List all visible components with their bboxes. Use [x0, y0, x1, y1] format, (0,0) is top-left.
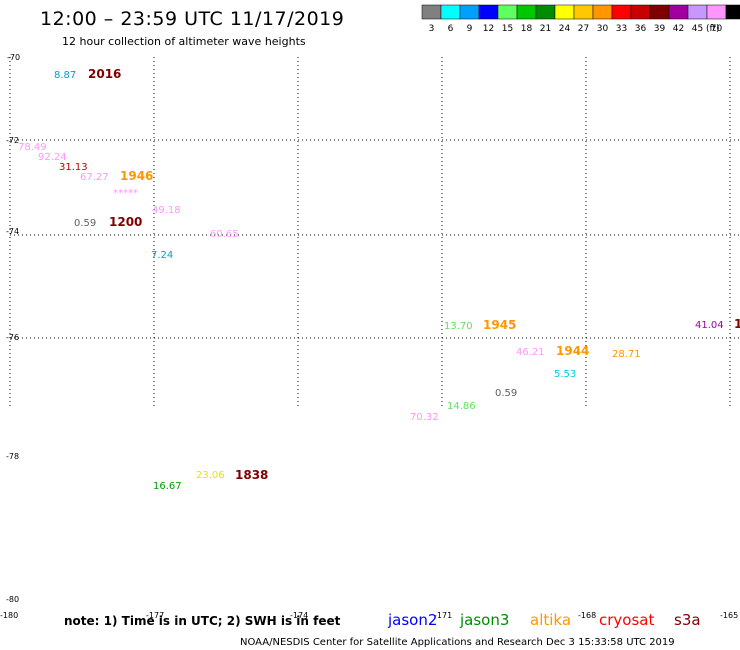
legend-swatch	[497, 4, 518, 20]
legend-swatch	[611, 4, 632, 20]
legend-label: 30	[597, 24, 609, 34]
legend-label: 12	[483, 24, 494, 34]
legend-swatch	[592, 4, 613, 20]
legend-swatch	[478, 4, 499, 20]
legend-label: 39	[654, 24, 666, 34]
legend-swatch	[687, 4, 708, 20]
obs-label: 1200	[109, 215, 142, 229]
legend-swatch	[725, 4, 740, 20]
legend-swatch	[668, 4, 689, 20]
legend-label: 3	[429, 24, 435, 34]
legend-label: 36	[635, 24, 647, 34]
lat-label: -72	[6, 136, 19, 145]
obs-label: 2016	[88, 67, 121, 81]
sat-jason3: jason3	[459, 611, 509, 629]
lon-label: -174	[290, 611, 308, 620]
graticule	[9, 57, 740, 406]
color-scale-legend: 3 6 9 12 15 18 21 24 27 30 33 36 39 42 45 70	[421, 4, 740, 34]
legend-swatch	[516, 4, 537, 20]
legend-label: 33	[616, 24, 627, 34]
legend-label: 6	[448, 24, 454, 34]
sat-s3a: s3a	[674, 611, 701, 629]
legend-label: 27	[578, 24, 589, 34]
legend-swatch	[535, 4, 556, 20]
legend-label: 42	[673, 24, 684, 34]
sat-altika: altika	[530, 611, 571, 629]
obs-label: 92.24	[38, 152, 67, 163]
obs-label: 13.70	[444, 321, 473, 332]
legend-swatch	[554, 4, 575, 20]
legend-label: 24	[559, 24, 571, 34]
legend-swatch	[573, 4, 594, 20]
obs-label: 49.18	[152, 205, 181, 216]
obs-label: 67.27	[80, 172, 109, 183]
sat-jason2: jason2	[387, 611, 437, 629]
map-subtitle: 12 hour collection of altimeter wave hei…	[62, 35, 306, 48]
obs-label: 14.86	[447, 401, 476, 412]
lon-label: -177	[146, 611, 164, 620]
obs-label: 60.65	[210, 229, 239, 240]
obs-label: 1838	[235, 468, 268, 482]
legend-swatch	[440, 4, 461, 20]
map-title: 12:00 – 23:59 UTC 11/17/2019	[40, 8, 344, 30]
legend-swatch	[421, 4, 442, 20]
obs-label: 1944	[556, 344, 589, 358]
obs-label: 1946	[120, 169, 153, 183]
lon-label: -165	[720, 611, 738, 620]
legend-swatch	[459, 4, 480, 20]
obs-label: 0.59	[74, 218, 96, 229]
obs-label: 70.32	[410, 412, 439, 423]
obs-label: 8.87	[54, 70, 76, 81]
legend-swatch	[706, 4, 727, 20]
sat-cryosat: cryosat	[599, 611, 654, 629]
legend-label: 70	[711, 24, 723, 34]
obs-label: 7.24	[151, 250, 173, 261]
obs-label: 78.49	[18, 142, 47, 153]
legend-swatch	[630, 4, 651, 20]
lat-label: -74	[6, 227, 19, 236]
legend-unit: (ft)	[706, 24, 720, 34]
footer-note: note: 1) Time is in UTC; 2) SWH is in fe…	[64, 614, 341, 628]
observations: 8.87 2016 78.49 92.24 31.13 67.27 1946 *…	[18, 67, 740, 492]
obs-label: 41.04	[695, 320, 724, 331]
lat-label: -78	[6, 452, 19, 461]
lat-label: -70	[7, 53, 20, 62]
legend-swatch	[649, 4, 670, 20]
obs-label: 1	[734, 317, 740, 331]
lat-label: -76	[6, 333, 19, 342]
obs-label: 5.53	[554, 369, 576, 380]
obs-label: 23.06	[196, 470, 225, 481]
footer-credit: NOAA/NESDIS Center for Satellite Applica…	[240, 637, 675, 648]
obs-label: 16.67	[153, 481, 182, 492]
legend-label: 45	[692, 24, 703, 34]
obs-label: 28.71	[612, 349, 641, 360]
lon-label: -180	[0, 611, 18, 620]
legend-label: 15	[502, 24, 513, 34]
obs-label: 31.13	[59, 162, 88, 173]
legend-label: 18	[521, 24, 533, 34]
obs-label: 1945	[483, 318, 516, 332]
obs-label: 46.21	[516, 347, 545, 358]
legend-label: 21	[540, 24, 551, 34]
obs-label: *****	[113, 188, 138, 199]
legend-label: 9	[467, 24, 473, 34]
obs-label: 0.59	[495, 388, 517, 399]
lat-label: -80	[6, 595, 19, 604]
lon-label: -171	[434, 611, 452, 620]
lon-label: -168	[578, 611, 596, 620]
